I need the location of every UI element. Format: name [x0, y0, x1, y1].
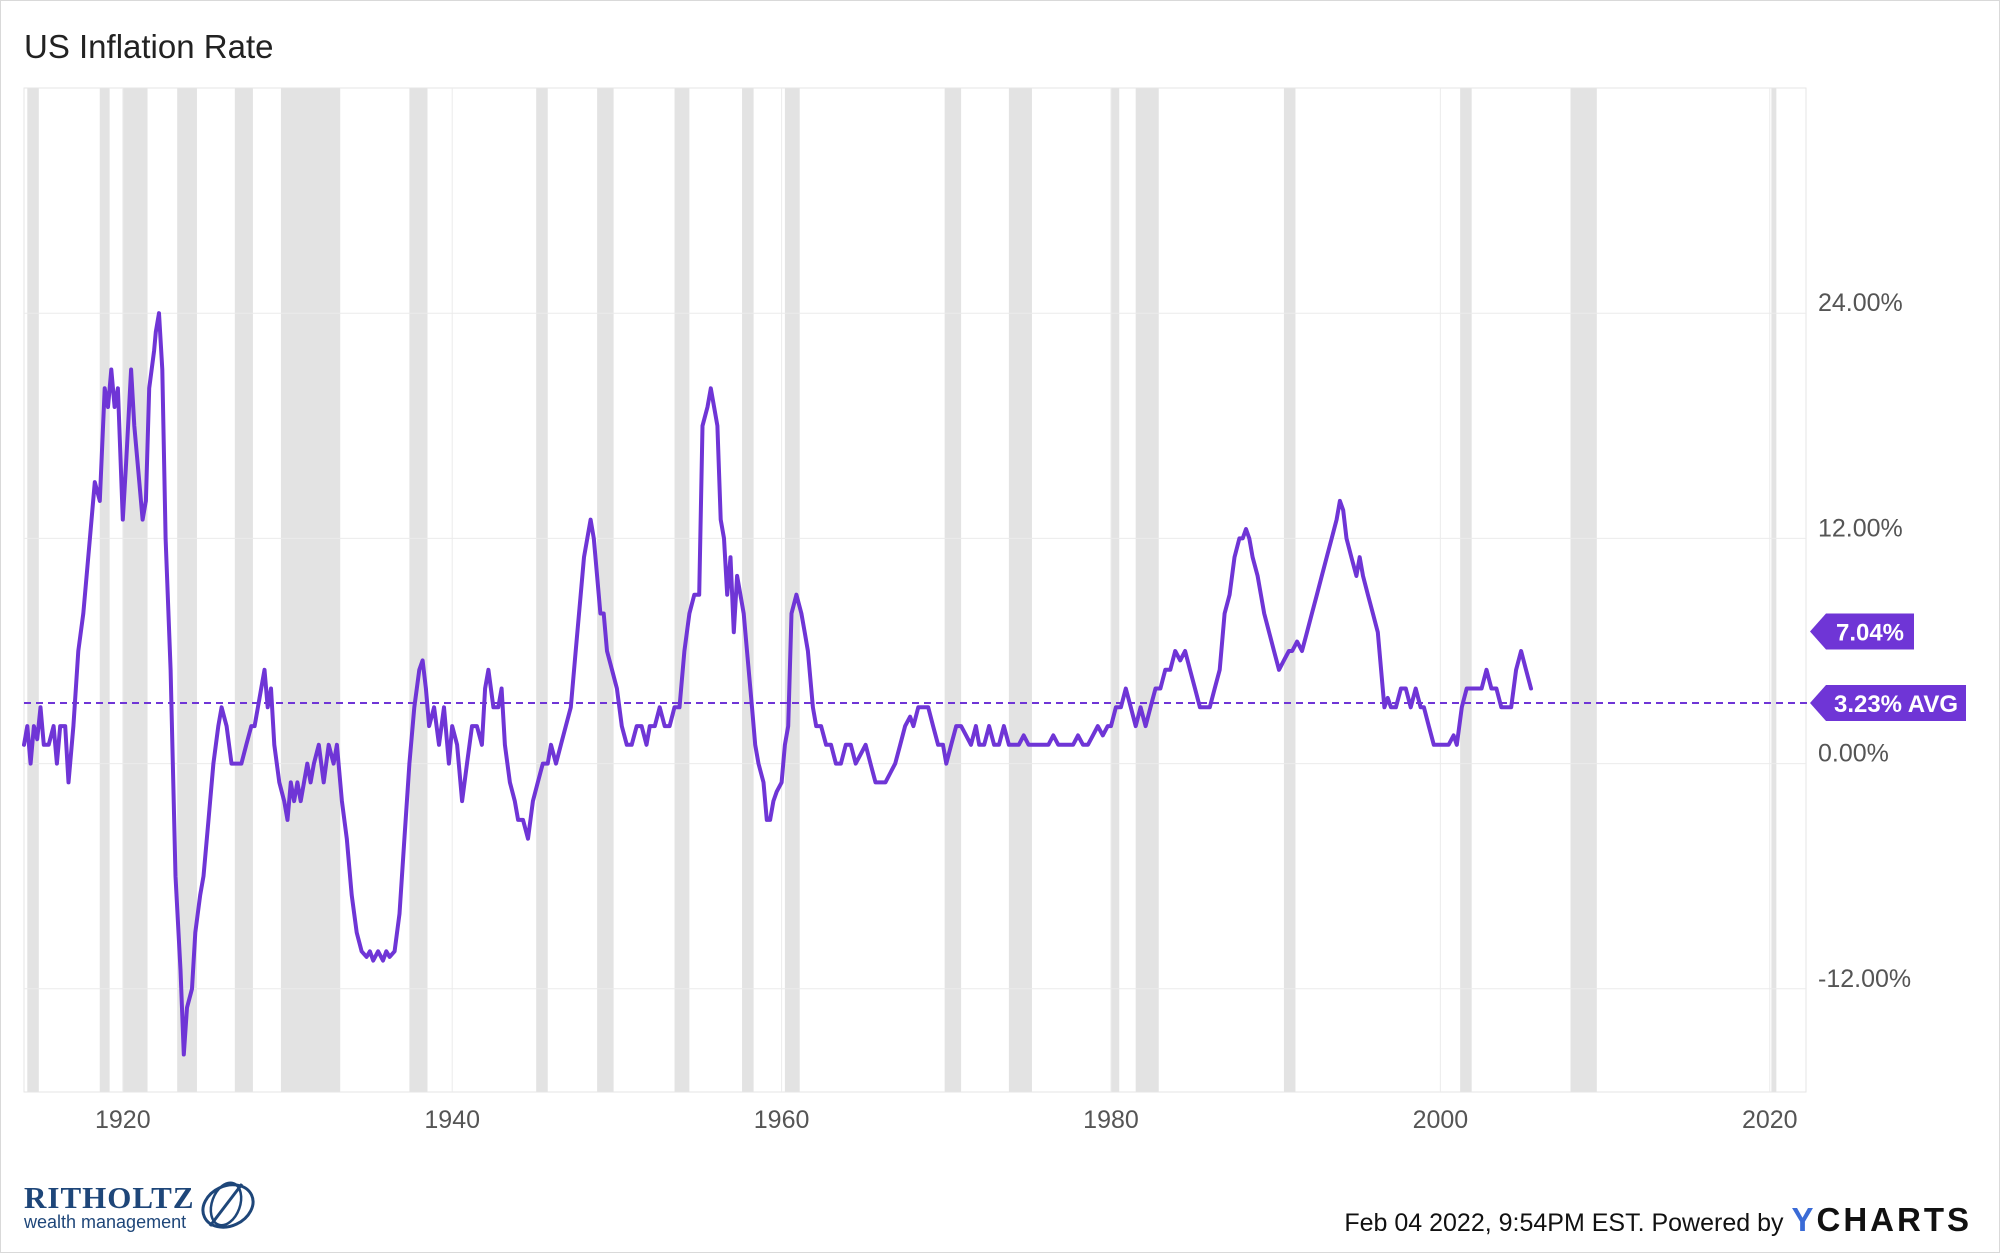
- x-tick-label: 1940: [424, 1106, 480, 1134]
- recession-band-15: [1135, 88, 1159, 1092]
- y-tick-label: 12.00%: [1818, 514, 1903, 542]
- recession-band-16: [1283, 88, 1296, 1092]
- recession-band-9: [674, 88, 690, 1092]
- recession-band-5: [280, 88, 341, 1092]
- chart-title: US Inflation Rate: [24, 28, 274, 65]
- y-tick-label: 0.00%: [1818, 740, 1889, 768]
- y-axis-tick-labels: 24.00% 12.00% 0.00% -12.00%: [1818, 289, 1911, 993]
- average-badge: 3.23% AVG: [1810, 684, 1966, 721]
- recession-band-12: [944, 88, 962, 1092]
- logo-name: RITHOLTZ: [24, 1180, 195, 1215]
- value-badges: 7.04% 3.23% AVG: [1810, 613, 1966, 721]
- timestamp-text: Feb 04 2022, 9:54PM EST. Powered by: [1344, 1209, 1784, 1237]
- y-tick-label: 24.00%: [1818, 289, 1903, 317]
- recession-band-7: [536, 88, 548, 1092]
- x-tick-label: 2000: [1413, 1106, 1469, 1134]
- recession-band-4: [234, 88, 253, 1092]
- recession-band-13: [1008, 88, 1032, 1092]
- logo-subtitle: wealth management: [24, 1212, 187, 1232]
- recession-band-8: [597, 88, 614, 1092]
- recession-band-19: [1771, 88, 1777, 1092]
- last-value-badge: 7.04%: [1810, 613, 1914, 650]
- x-tick-label: 1960: [754, 1106, 810, 1134]
- last-value-badge-shape: [1810, 613, 1914, 650]
- x-axis-tick-labels: 1920 1940 1960 1980 2000 2020: [95, 1106, 1798, 1134]
- recession-band-3: [177, 88, 197, 1092]
- recession-band-0: [27, 88, 39, 1092]
- recession-band-11: [784, 88, 800, 1092]
- average-badge-shape: [1810, 684, 1966, 721]
- average-badge-label: 3.23% AVG: [1834, 691, 1958, 718]
- x-tick-label: 1980: [1083, 1106, 1139, 1134]
- recession-band-14: [1110, 88, 1120, 1092]
- recession-band-1: [99, 88, 110, 1092]
- footer-attribution: Feb 04 2022, 9:54PM EST. Powered by YCHA…: [1344, 1201, 1972, 1239]
- x-tick-label: 2020: [1742, 1106, 1798, 1134]
- recession-bands: [27, 88, 1777, 1092]
- recession-band-2: [122, 88, 148, 1092]
- y-tick-label: -12.00%: [1818, 965, 1911, 993]
- last-value-badge-label: 7.04%: [1836, 619, 1904, 646]
- recession-band-6: [409, 88, 428, 1092]
- plot-border: [23, 87, 1807, 1093]
- recession-band-10: [742, 88, 754, 1092]
- ritholtz-emblem-icon: [201, 1181, 255, 1229]
- recession-band-18: [1570, 88, 1597, 1092]
- recession-band-17: [1460, 88, 1472, 1092]
- series-line-inflation: [22, 311, 1533, 1057]
- ritholtz-logo: RITHOLTZ wealth management: [24, 1180, 255, 1233]
- x-tick-label: 1920: [95, 1106, 151, 1134]
- ycharts-logo[interactable]: YCHARTS: [1791, 1201, 1972, 1238]
